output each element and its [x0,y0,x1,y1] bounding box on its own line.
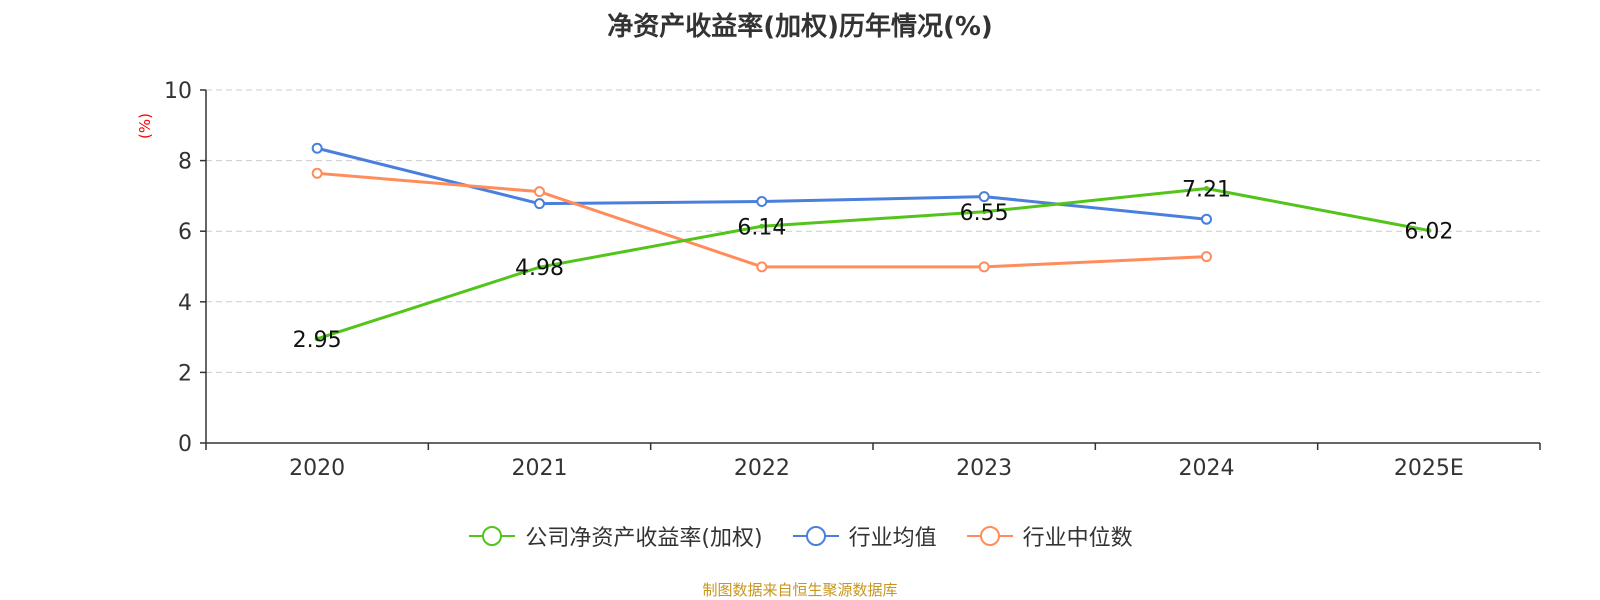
series-0-point-2020 [314,336,320,342]
series-0-point-2025E [1426,227,1432,233]
legend-label-company-roe: 公司净资产收益率(加权) [525,526,763,551]
data-label-2022: 6.14 [737,215,786,240]
series-2-point-2024 [1201,251,1212,263]
legend-label-industry-median: 行业中位数 [1022,526,1133,551]
x-tick-label-2021: 2021 [512,456,568,481]
x-tick-label-2020: 2020 [289,456,345,481]
legend-item-company-roe[interactable]: 公司净资产收益率(加权) [467,520,763,552]
legend: 公司净资产收益率(加权) 行业均值 行业中位数 [0,520,1600,552]
series-2-point-2022 [756,261,768,273]
y-tick-label-0: 0 [178,432,192,457]
series-1-point-2021 [534,198,545,210]
series-0-point-2024 [1204,185,1209,191]
data-label-2024: 7.21 [1182,177,1231,202]
series-line-0 [316,186,1430,341]
line-chart: 0 2 4 6 8 10 2020 2021 2022 2023 2024 2025E (%) 2.95 4… [136,79,1541,481]
series-2-point-2020 [311,167,323,179]
data-label-2025E: 6.02 [1404,219,1453,244]
x-tick-label-2025E: 2025E [1394,456,1464,481]
y-tick-label-6: 6 [178,220,192,245]
legend-marker-company-roe [469,526,516,546]
legend-item-industry-median[interactable]: 行业中位数 [965,520,1133,552]
legend-label-industry-mean: 行业均值 [848,526,937,551]
series-1-point-2022 [756,196,768,208]
series-0-point-2022 [759,223,765,229]
series-1-point-2024 [1201,213,1212,225]
x-tick-label-2022: 2022 [734,456,790,481]
y-tick-label-4: 4 [178,291,192,316]
series-2-point-2023 [978,261,990,273]
data-label-2020: 2.95 [293,328,342,353]
legend-item-industry-mean[interactable]: 行业均值 [791,520,937,552]
y-tick-label-2: 2 [178,361,192,386]
y-tick-label-10: 10 [164,79,192,104]
series-0-point-2021 [537,264,542,270]
data-source-note: 制图数据来自恒生聚源数据库 [702,581,898,599]
x-tick-label-2023: 2023 [956,456,1012,481]
series-2-point-2021 [534,186,545,198]
legend-marker-industry-mean [792,526,839,546]
chart-title: 净资产收益率(加权)历年情况(%) [607,12,993,42]
x-tick-label-2024: 2024 [1179,456,1235,481]
y-axis-title: (%) [136,113,154,139]
series-0-point-2023 [981,209,987,215]
legend-marker-industry-median [966,526,1013,546]
series-1-point-2020 [311,142,323,154]
series-1-point-2023 [978,191,990,203]
data-label-2023: 6.55 [960,201,1009,226]
y-tick-label-8: 8 [178,150,192,175]
data-label-2021: 4.98 [515,256,564,281]
